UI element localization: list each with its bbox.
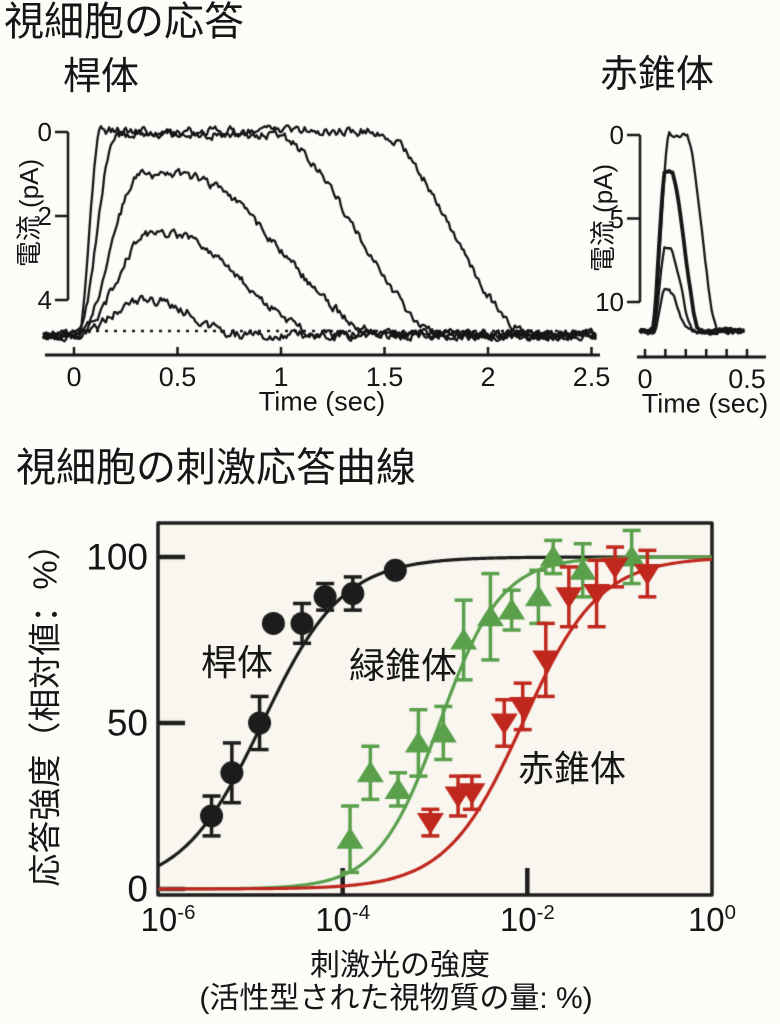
rod-x-axis-label: Time (sec) [258,386,386,417]
time-tick-label: 1.5 [365,362,404,392]
time-tick-label: 0 [637,364,653,394]
current-tick-label: 10 [595,287,624,317]
current-tick-label: 2 [37,201,52,231]
response-x-tick-label: 10-2 [499,901,555,938]
time-tick-label: 2 [480,362,496,392]
response-y-axis-label: 応答強度（相対値：%） [26,527,64,887]
response-y-tick-label: 100 [86,536,148,578]
response-curve-section-title: 視細胞の刺激応答曲線 [16,446,416,490]
time-tick-label: 0 [66,362,82,392]
time-tick-label: 2.5 [572,362,611,392]
current-tick-label: 5 [609,203,624,234]
red-cone-panel-title: 赤錐体 [600,54,715,96]
current-tick-label: 0 [37,117,52,147]
series-label-red-cone: 赤錐体 [517,748,627,789]
response-y-tick-label: 50 [106,702,148,744]
response-x-axis-label-line2: (活性型された視物質の量: %) [199,982,593,1015]
response-x-axis-label-line1: 刺激光の強度 [310,949,490,982]
time-tick-label: 1 [273,362,289,392]
response-y-tick-label: 0 [127,868,148,910]
response-x-tick-label: 100 [687,901,737,938]
current-tick-label: 4 [37,285,52,315]
rod-panel-title: 桿体 [63,56,140,98]
time-tick-label: 0.5 [158,362,197,392]
current-tick-label: 0 [609,120,624,150]
response-x-tick-label: 10-4 [315,901,371,938]
response-x-tick-label: 10-6 [140,901,196,938]
time-tick-label: 0.5 [728,364,766,394]
series-label-green-cone: 緑錐体 [348,645,458,686]
main-title: 視細胞の応答 [4,0,244,44]
series-label-rod: 桿体 [200,642,274,683]
cone-x-axis-label: Time (sec) [641,388,769,419]
